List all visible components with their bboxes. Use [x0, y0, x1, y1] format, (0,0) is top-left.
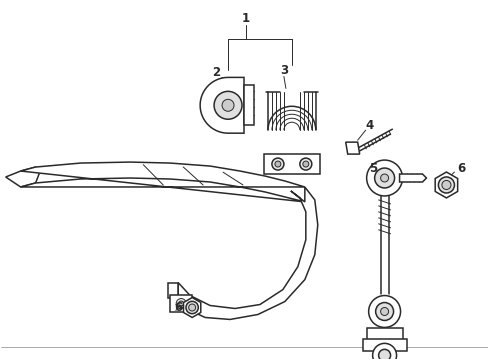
- Circle shape: [378, 349, 390, 360]
- Polygon shape: [183, 298, 201, 318]
- Text: 3: 3: [279, 64, 287, 77]
- Bar: [362, 339, 406, 351]
- Bar: [244, 85, 253, 125]
- Polygon shape: [399, 174, 426, 182]
- Text: 4: 4: [365, 119, 373, 132]
- Circle shape: [214, 91, 242, 119]
- Circle shape: [185, 301, 198, 314]
- Circle shape: [372, 343, 396, 360]
- Polygon shape: [6, 167, 41, 187]
- Circle shape: [380, 174, 388, 182]
- Circle shape: [437, 177, 453, 193]
- Bar: [170, 294, 192, 312]
- Circle shape: [274, 161, 280, 167]
- Polygon shape: [178, 187, 317, 319]
- Text: 5: 5: [369, 162, 377, 175]
- Circle shape: [366, 160, 402, 196]
- Circle shape: [271, 158, 284, 170]
- Circle shape: [374, 168, 394, 188]
- Circle shape: [375, 302, 393, 320]
- Text: 1: 1: [242, 12, 249, 25]
- Text: 6: 6: [456, 162, 465, 175]
- Bar: [264, 154, 319, 174]
- Circle shape: [380, 307, 388, 315]
- Circle shape: [368, 296, 400, 328]
- Polygon shape: [200, 77, 244, 133]
- Circle shape: [176, 298, 186, 309]
- Text: 2: 2: [212, 66, 220, 79]
- Circle shape: [441, 180, 450, 189]
- Circle shape: [188, 304, 195, 311]
- Bar: [366, 328, 402, 342]
- Polygon shape: [434, 172, 457, 198]
- Circle shape: [299, 158, 311, 170]
- Circle shape: [222, 99, 234, 111]
- Circle shape: [302, 161, 308, 167]
- Polygon shape: [20, 162, 304, 202]
- Polygon shape: [345, 142, 359, 154]
- Text: 6: 6: [174, 301, 182, 314]
- Polygon shape: [168, 283, 178, 298]
- Circle shape: [178, 301, 183, 306]
